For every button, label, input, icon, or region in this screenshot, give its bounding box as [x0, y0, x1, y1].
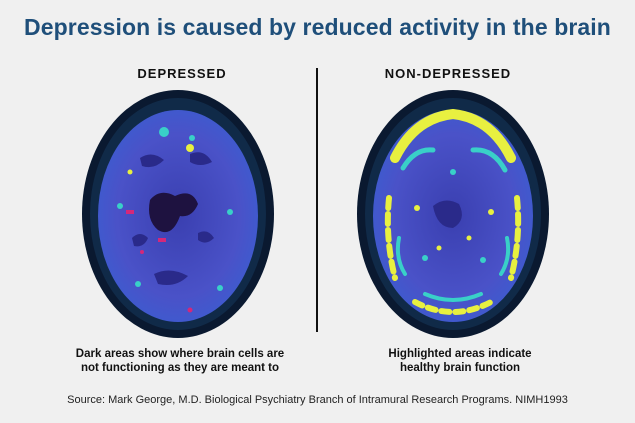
- depressed-caption-line1: Dark areas show where brain cells are: [75, 348, 285, 360]
- depressed-caption-line2: not functioning as they are meant to: [80, 362, 280, 374]
- source-citation: Source: Mark George, M.D. Biological Psy…: [67, 394, 568, 406]
- non-depressed-caption-line2: healthy brain function: [399, 362, 521, 374]
- infographic-title: Depression is caused by reduced activity…: [24, 14, 611, 40]
- non-depressed-caption-line1: Highlighted areas indicate: [388, 348, 532, 360]
- non-depressed-brain-scan: [357, 90, 549, 338]
- depressed-caption: Dark areas show where brain cells are no…: [50, 347, 310, 375]
- depressed-brain-scan: [82, 90, 274, 338]
- non-depressed-caption: Highlighted areas indicate healthy brain…: [330, 347, 590, 375]
- depressed-label: DEPRESSED: [137, 66, 227, 81]
- non-depressed-label: NON-DEPRESSED: [384, 66, 512, 81]
- panel-divider: [316, 68, 318, 332]
